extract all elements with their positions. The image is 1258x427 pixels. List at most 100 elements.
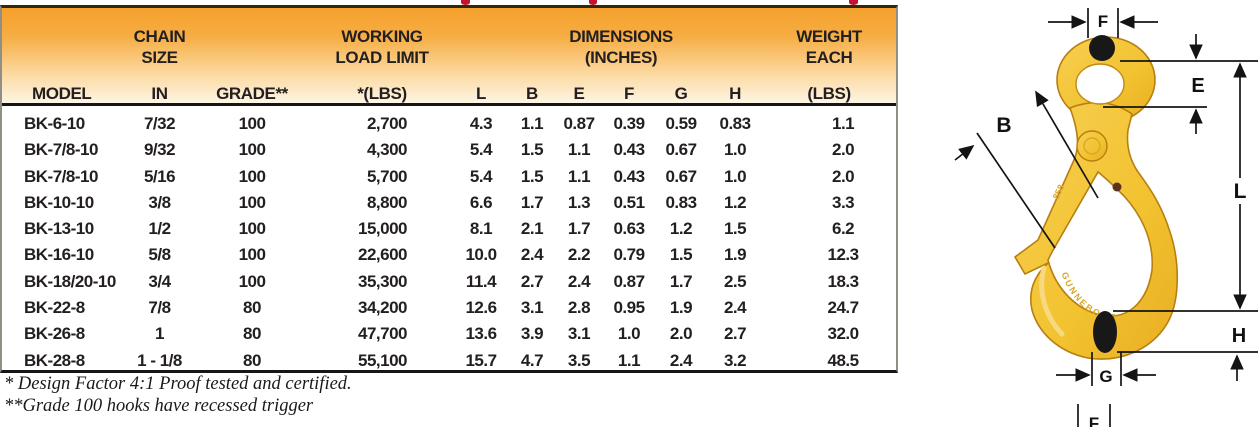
- dimension-F: F: [1048, 8, 1158, 38]
- cell-model: BK-13-10: [24, 219, 94, 239]
- dimension-H: H: [1113, 310, 1258, 381]
- cell-size: 7/32: [143, 114, 176, 133]
- cell-grade: 80: [243, 298, 261, 318]
- cell-grade: 100: [238, 140, 266, 160]
- cell-G: 2.4: [669, 350, 693, 370]
- cell-size: 3/4: [148, 271, 171, 291]
- cell-G: 1.9: [669, 298, 693, 318]
- cell-L: 10.0: [465, 245, 497, 265]
- footnote-design-factor: * Design Factor 4:1 Proof tested and cer…: [4, 374, 352, 394]
- cell-size: 9/32: [143, 140, 176, 160]
- cell-L: 5.4: [469, 140, 493, 160]
- cell-wt: 2.0: [831, 166, 855, 186]
- dimension-B-label: B: [996, 114, 1011, 137]
- cell-wt: 18.3: [827, 271, 860, 291]
- dimension-bottom-label: F: [1089, 414, 1099, 427]
- header-dim-b: B: [526, 84, 538, 103]
- cell-G: 0.83: [665, 192, 697, 212]
- cell-grade: 100: [238, 245, 266, 265]
- spec-table: CHAIN SIZE WORKING LOAD LIMIT DIMENSIONS…: [2, 8, 896, 374]
- cell-wll: 4,300: [366, 140, 408, 160]
- cell-F: 1.0: [617, 324, 641, 344]
- header-dim-g: G: [674, 84, 688, 103]
- cell-E: 3.1: [567, 324, 591, 344]
- cell-H: 3.2: [723, 350, 747, 370]
- cell-model: BK-10-10: [24, 192, 94, 212]
- cell-wll: 47,700: [358, 324, 408, 344]
- cell-wll: 8,800: [366, 192, 408, 212]
- header-spacer: [192, 8, 312, 69]
- cell-G: 2.0: [669, 324, 693, 344]
- cell-E: 2.4: [567, 271, 591, 291]
- cell-G: 0.67: [665, 166, 697, 186]
- cell-E: 0.87: [563, 114, 595, 133]
- cell-wt: 2.0: [831, 140, 855, 160]
- footnotes: * Design Factor 4:1 Proof tested and cer…: [4, 374, 604, 417]
- cell-E: 2.8: [567, 298, 591, 318]
- cell-model: BK-7/8-10: [24, 140, 98, 160]
- table-row: BK-16-10 5/8 100 22,600 10.0 2.4 2.2 0.79 1.5 1.9…: [2, 242, 896, 268]
- cell-G: 0.67: [665, 140, 697, 160]
- cell-model: BK-6-10: [24, 114, 85, 133]
- cell-E: 1.1: [567, 166, 591, 186]
- cell-B: 2.1: [520, 219, 544, 239]
- table-row: BK-28-8 1 - 1/8 80 55,100 15.7 4.7 3.5 1.1 2.4 3.…: [2, 348, 896, 374]
- dimension-E-label: E: [1191, 75, 1204, 97]
- table-row: BK-7/8-10 5/16 100 5,700 5.4 1.5 1.1 0.43 0.67 1.…: [2, 164, 896, 190]
- dimension-bottom-cropped: F: [1077, 404, 1111, 427]
- table-row: BK-13-10 1/2 100 15,000 8.1 2.1 1.7 0.63 1.2 1.5 6…: [2, 216, 896, 242]
- cell-grade: 80: [243, 350, 261, 370]
- cell-H: 1.5: [723, 219, 747, 239]
- cell-wll: 2,700: [366, 114, 408, 133]
- header-group-dimensions: DIMENSIONS (INCHES): [569, 27, 673, 67]
- cell-F: 0.43: [613, 140, 645, 160]
- cell-wll: 34,200: [358, 298, 408, 318]
- cell-F: 0.51: [613, 192, 645, 212]
- table-row: BK-10-10 3/8 100 8,800 6.6 1.7 1.3 0.51 0.83 1.2 3…: [2, 190, 896, 216]
- cell-G: 1.5: [669, 245, 693, 265]
- cell-grade: 100: [238, 271, 266, 291]
- cell-F: 0.95: [613, 298, 645, 318]
- cell-F: 1.1: [617, 350, 641, 370]
- hook-body: [1013, 101, 1179, 360]
- dimension-E: E: [1103, 34, 1258, 134]
- hook-eye-hole: [1075, 63, 1125, 105]
- table-row: BK-26-8 1 80 47,700 13.6 3.9 3.1 1.0 2.0 2.7 32.0: [2, 321, 896, 347]
- cell-grade: 100: [238, 192, 266, 212]
- header-dim-h: H: [729, 84, 741, 103]
- cell-model: BK-16-10: [24, 245, 94, 265]
- header-spacer: [2, 8, 127, 69]
- cell-B: 4.7: [520, 350, 544, 370]
- cell-L: 8.1: [469, 219, 493, 239]
- cell-B: 1.5: [520, 166, 544, 186]
- cell-grade: 100: [238, 166, 266, 186]
- cell-E: 1.1: [567, 140, 591, 160]
- dimension-L: L: [1233, 62, 1247, 310]
- header-dim-f: F: [624, 84, 634, 103]
- cropped-title-fragment: [589, 0, 597, 5]
- cell-size: 1 - 1/8: [137, 350, 182, 370]
- table-row: BK-22-8 7/8 80 34,200 12.6 3.1 2.8 0.95 1.9 2.4 24…: [2, 295, 896, 321]
- cell-B: 1.5: [520, 140, 544, 160]
- table-row: BK-18/20-10 3/4 100 35,300 11.4 2.7 2.4 0.87 1.7…: [2, 269, 896, 295]
- cell-model: BK-22-8: [24, 298, 85, 318]
- dimension-B: B: [954, 90, 1099, 249]
- cell-E: 1.7: [567, 219, 591, 239]
- cell-L: 5.4: [469, 166, 493, 186]
- cell-grade: 80: [243, 324, 261, 344]
- cell-F: 0.63: [613, 219, 645, 239]
- cell-G: 0.59: [665, 114, 697, 133]
- cell-G: 1.2: [669, 219, 693, 239]
- cell-H: 1.2: [723, 192, 747, 212]
- cell-L: 11.4: [465, 271, 497, 291]
- latch-pivot-boss-inner: [1083, 137, 1101, 155]
- cell-wt: 48.5: [827, 350, 860, 370]
- cell-E: 1.3: [567, 192, 591, 212]
- header-group-working-load-limit: WORKING LOAD LIMIT: [335, 27, 429, 67]
- cell-size: 1/2: [148, 219, 171, 239]
- cell-G: 1.7: [669, 271, 693, 291]
- dimension-G: G: [1056, 352, 1156, 386]
- header-group-chain-size: CHAIN SIZE: [133, 27, 186, 67]
- header-grade: GRADE**: [216, 84, 288, 103]
